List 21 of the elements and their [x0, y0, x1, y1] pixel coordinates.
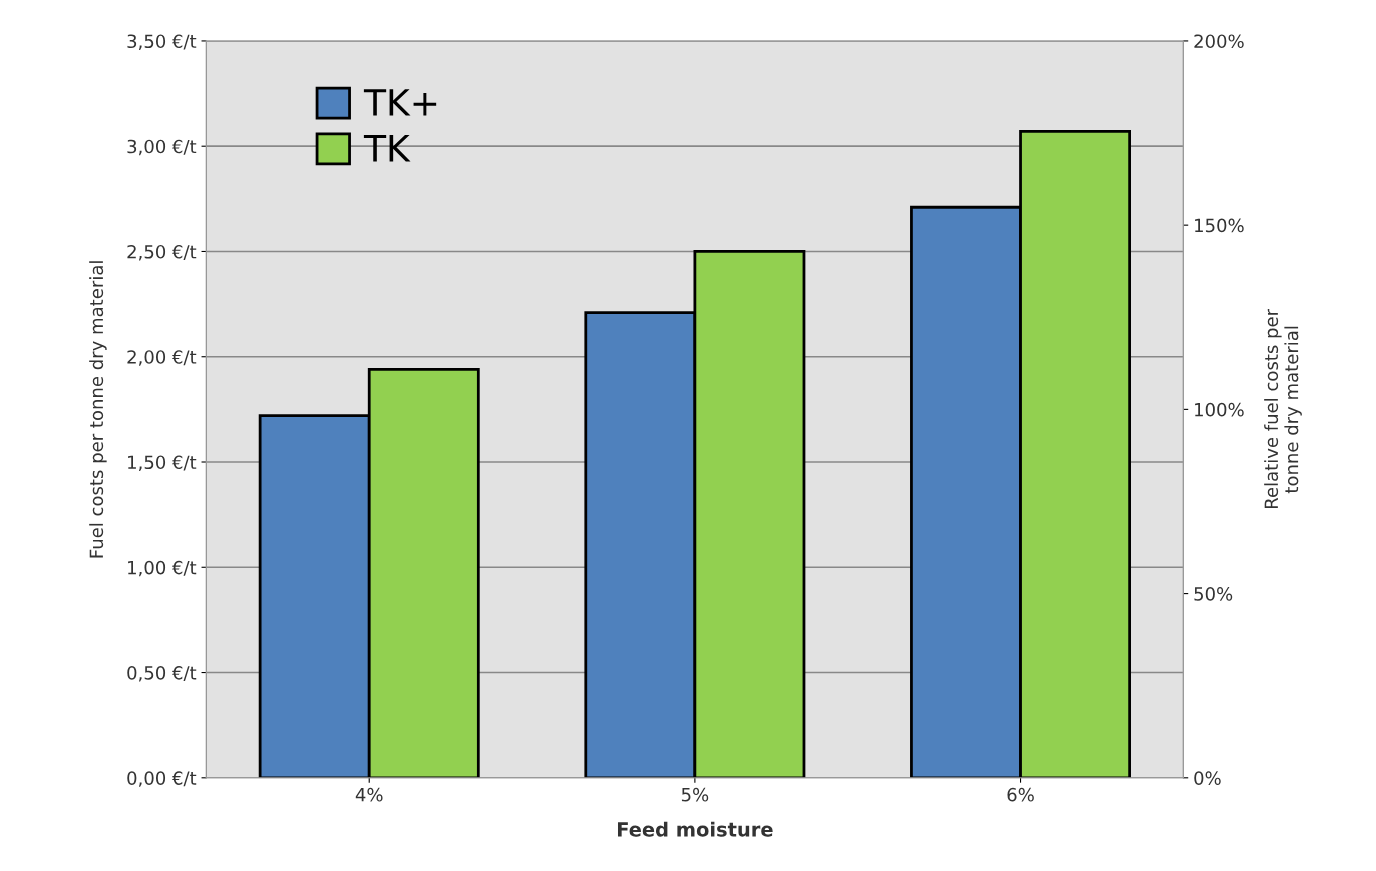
y-tick-label: 2,50 €/t	[127, 244, 197, 261]
y-axis-title: Fuel costs per tonne dry material	[89, 261, 107, 558]
y-tick-label: 3,00 €/t	[127, 139, 197, 156]
y-tick-label: 0,00 €/t	[127, 771, 197, 787]
legend-label: TK	[363, 135, 411, 162]
y-tick-label: 1,00 €/t	[128, 560, 197, 577]
y-tick-label: 0,50 €/t	[127, 666, 197, 682]
y2-tick-label: 150%	[1195, 218, 1244, 233]
y2-axis-title: Relative fuel costs per tonne dry material	[1264, 308, 1302, 509]
y2-tick-label: 0%	[1194, 771, 1221, 785]
x-tick-label: 4%	[355, 787, 383, 802]
x-axis-title: Feed moisture	[618, 821, 773, 837]
legend-label: TK+	[363, 89, 437, 116]
y-tick-label: 1,50 €/t	[128, 455, 197, 471]
x-tick-label: 6%	[1007, 787, 1034, 802]
x-tick-label: 5%	[681, 787, 709, 802]
y2-tick-label: 100%	[1195, 402, 1244, 417]
y2-tick-label: 50%	[1194, 587, 1233, 601]
y-tick-label: 2,00 €/t	[127, 350, 197, 366]
y-tick-label: 3,50 €/t	[127, 34, 197, 50]
y2-tick-label: 200%	[1194, 34, 1244, 49]
